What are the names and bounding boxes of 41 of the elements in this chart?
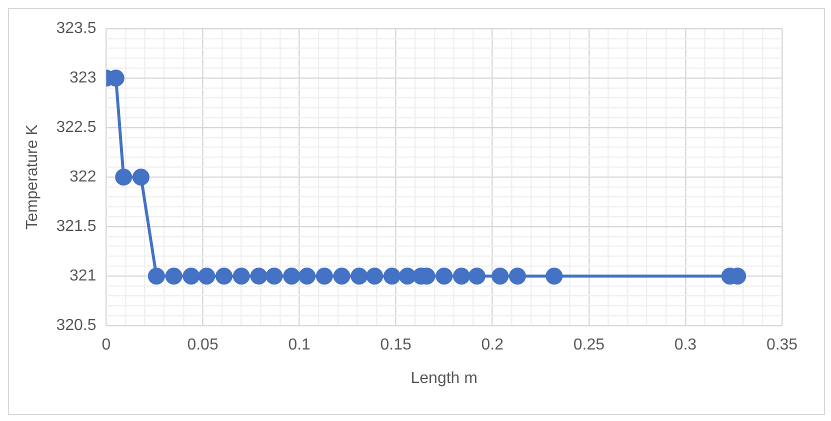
- y-tick-label: 323.5: [56, 20, 96, 38]
- y-tick-label: 320.5: [56, 317, 96, 334]
- point: [232, 268, 250, 285]
- point: [508, 268, 526, 285]
- point: [283, 268, 300, 285]
- x-axis-title: Length m: [410, 370, 478, 387]
- point: [468, 268, 486, 285]
- x-tick-label: 0.35: [766, 336, 798, 354]
- y-tick-label: 321.5: [56, 218, 96, 236]
- point: [198, 268, 216, 285]
- x-tick-label: 0: [102, 336, 111, 354]
- point: [546, 268, 563, 285]
- point: [132, 168, 150, 186]
- point: [316, 268, 333, 285]
- point: [350, 268, 368, 285]
- x-tick-label: 0.3: [674, 336, 697, 354]
- point: [165, 268, 182, 285]
- y-tick-label: 323: [70, 70, 96, 87]
- point: [148, 268, 165, 285]
- point: [366, 268, 384, 285]
- y-tick-label: 322.5: [56, 119, 96, 136]
- point: [398, 268, 416, 285]
- x-tick-label: 0.25: [573, 336, 605, 354]
- y-tick-label: 322: [70, 168, 96, 186]
- x-tick-label: 0.15: [380, 336, 412, 354]
- point: [216, 268, 233, 285]
- point: [182, 268, 200, 285]
- point: [333, 268, 350, 285]
- y-axis-title: Temperature K: [24, 124, 42, 230]
- point: [266, 268, 283, 285]
- point: [383, 268, 400, 285]
- y-tick-label: 321: [70, 268, 96, 285]
- point: [452, 268, 470, 285]
- point: [298, 268, 316, 285]
- x-tick-label: 0.05: [187, 336, 218, 354]
- point: [115, 168, 132, 186]
- x-tick-label: 0.1: [288, 336, 311, 354]
- point: [250, 268, 268, 285]
- point: [436, 268, 453, 285]
- point: [492, 268, 509, 285]
- x-tick-label: 0.2: [481, 336, 504, 354]
